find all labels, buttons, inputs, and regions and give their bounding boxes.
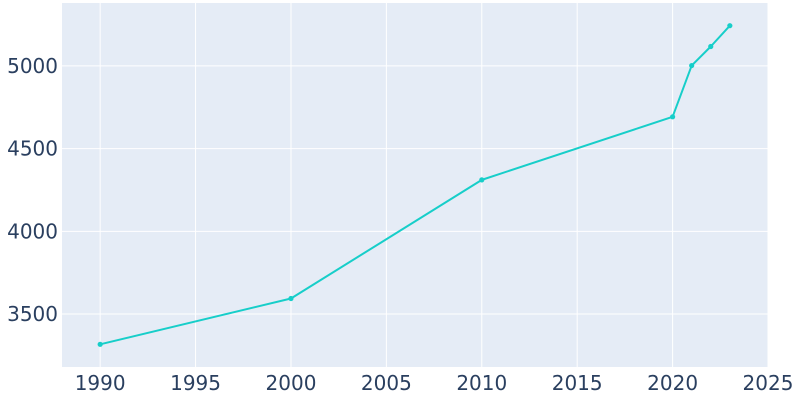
x-tick-label: 2025 bbox=[743, 371, 794, 395]
x-tick-label: 2005 bbox=[361, 371, 412, 395]
x-tick-label: 1990 bbox=[75, 371, 126, 395]
x-gridlines bbox=[99, 3, 769, 367]
x-axis-tick-labels: 1990 1995 2000 2005 2010 2015 2020 2025 bbox=[75, 371, 794, 395]
y-axis-tick-labels: 3500 4000 4500 5000 bbox=[7, 54, 58, 326]
y-gridlines bbox=[62, 65, 768, 315]
x-tick-label: 2020 bbox=[647, 371, 698, 395]
plot-area bbox=[62, 3, 768, 367]
y-tick-label: 3500 bbox=[7, 302, 58, 326]
series-layer bbox=[97, 23, 733, 347]
x-tick-label: 2000 bbox=[266, 371, 317, 395]
data-point bbox=[288, 295, 294, 302]
data-point bbox=[669, 114, 676, 120]
data-point bbox=[689, 62, 695, 69]
x-tick-label: 1995 bbox=[170, 371, 221, 395]
x-tick-label: 2015 bbox=[552, 371, 603, 395]
y-tick-label: 4000 bbox=[7, 219, 58, 243]
data-point bbox=[97, 341, 103, 347]
data-point bbox=[708, 43, 714, 50]
y-tick-label: 4500 bbox=[7, 137, 58, 161]
y-tick-label: 5000 bbox=[7, 54, 58, 78]
data-point bbox=[727, 23, 733, 29]
data-point bbox=[479, 177, 485, 183]
x-tick-label: 2010 bbox=[456, 371, 507, 395]
